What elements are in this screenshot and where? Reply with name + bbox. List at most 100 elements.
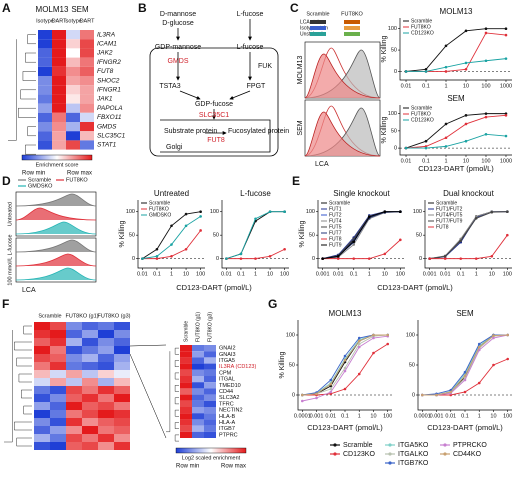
x-tick-label: 1 bbox=[368, 271, 371, 277]
legend-label: Scramble bbox=[343, 442, 373, 449]
heatmap-cell bbox=[50, 346, 66, 354]
gene-label: NECTIN2 bbox=[219, 408, 243, 414]
heatmap-cell bbox=[80, 112, 94, 122]
heatmap-cell bbox=[50, 330, 66, 338]
heatmap-cell bbox=[114, 322, 130, 330]
heatmap-cell bbox=[52, 112, 66, 122]
x-tick-label: 10 bbox=[183, 271, 189, 277]
heatmap-cell bbox=[66, 418, 82, 426]
heatmap-cell bbox=[34, 338, 50, 346]
gene-label: ITGAL bbox=[219, 377, 235, 383]
heatmap-cell bbox=[66, 39, 80, 49]
histogram bbox=[15, 239, 97, 253]
point bbox=[199, 215, 202, 218]
heatmap-cell bbox=[38, 30, 52, 40]
heatmap-cell bbox=[38, 39, 52, 49]
point bbox=[329, 392, 333, 396]
legend-label: CD123KO bbox=[411, 30, 434, 36]
heatmap-cell bbox=[114, 362, 130, 370]
point bbox=[474, 216, 478, 220]
panel-label: B bbox=[138, 1, 147, 15]
node: Fucosylated protein bbox=[228, 128, 289, 135]
heatmap-cell bbox=[192, 376, 204, 383]
heatmap-cell bbox=[98, 330, 114, 338]
point bbox=[443, 254, 447, 258]
point bbox=[506, 357, 510, 361]
column-label: Scramble bbox=[38, 313, 61, 319]
point bbox=[141, 257, 144, 260]
heatmap-cell bbox=[98, 402, 114, 410]
group-label: MOLM13 bbox=[36, 5, 69, 14]
point bbox=[399, 210, 402, 214]
heatmap-cell bbox=[50, 410, 66, 418]
curve bbox=[405, 113, 506, 149]
heatmap-cell bbox=[98, 386, 114, 394]
flow-xlabel: LCA bbox=[22, 287, 36, 294]
point bbox=[444, 44, 448, 48]
point bbox=[300, 393, 304, 397]
column-label: DART bbox=[80, 18, 96, 24]
heatmap-cell bbox=[82, 378, 98, 386]
axis bbox=[221, 200, 289, 269]
y-tick-label: 100 bbox=[286, 332, 295, 338]
gene-label: TMED10 bbox=[219, 383, 241, 389]
column-label: Isotype bbox=[36, 18, 54, 24]
curve bbox=[302, 334, 388, 396]
heatmap-cell bbox=[80, 103, 94, 113]
enzyme: FUT8 bbox=[207, 137, 225, 144]
curve bbox=[422, 334, 508, 396]
point bbox=[444, 122, 448, 126]
panel-label: C bbox=[290, 1, 299, 15]
curve bbox=[422, 334, 508, 396]
gene-label: IL3RA bbox=[97, 31, 115, 38]
heatmap-cell bbox=[34, 418, 50, 426]
column-label: DART bbox=[52, 18, 68, 24]
heatmap-cell bbox=[80, 131, 94, 141]
heatmap-cell bbox=[52, 76, 66, 86]
axis bbox=[317, 200, 405, 269]
x-label: CD123-DART (pmol/L) bbox=[377, 283, 453, 292]
point bbox=[477, 342, 481, 346]
heatmap-cell bbox=[50, 378, 66, 386]
point bbox=[404, 146, 408, 150]
label: Log2 scaled enrichment bbox=[182, 455, 241, 461]
heatmap-cell bbox=[192, 357, 204, 364]
column-label: FUT8KO (g3) bbox=[97, 313, 130, 319]
heatmap-cell bbox=[180, 376, 192, 383]
gene-label: SLC3A2 bbox=[219, 395, 240, 401]
heatmap-cell bbox=[66, 362, 82, 370]
heatmap-cell bbox=[114, 330, 130, 338]
heatmap-cell bbox=[114, 338, 130, 346]
legend-label: FUT8 bbox=[436, 224, 449, 230]
x-tick-label: 0.1 bbox=[350, 271, 358, 277]
heatmap-cell bbox=[66, 394, 82, 402]
column-label: Scramble bbox=[183, 321, 189, 342]
node: Golgi bbox=[166, 144, 183, 151]
heatmap-cell bbox=[52, 66, 66, 76]
heatmap-cell bbox=[50, 426, 66, 434]
heatmap-cell bbox=[66, 103, 80, 113]
point bbox=[490, 210, 494, 214]
axis bbox=[297, 320, 392, 411]
heatmap-cell bbox=[82, 362, 98, 370]
x-tick-label: 10 bbox=[267, 271, 273, 277]
heatmap-cell bbox=[66, 330, 82, 338]
flow-xlabel: LCA bbox=[315, 161, 329, 168]
point bbox=[329, 378, 333, 382]
point bbox=[184, 212, 188, 216]
point bbox=[254, 257, 257, 260]
point bbox=[315, 396, 318, 400]
enzyme: FPGT bbox=[247, 83, 266, 90]
gene-label: GNAI3 bbox=[219, 352, 236, 358]
label: Row max bbox=[67, 171, 92, 177]
heatmap-cell bbox=[204, 357, 216, 364]
x-tick-label: 100 bbox=[196, 271, 205, 277]
heatmap-cell bbox=[50, 418, 66, 426]
heatmap-cell bbox=[66, 122, 80, 132]
column-label: FUT8KO (g3) bbox=[207, 312, 213, 342]
point bbox=[477, 348, 481, 352]
point bbox=[464, 61, 468, 65]
heatmap-cell bbox=[180, 382, 192, 389]
point bbox=[225, 257, 228, 260]
point bbox=[357, 345, 361, 349]
